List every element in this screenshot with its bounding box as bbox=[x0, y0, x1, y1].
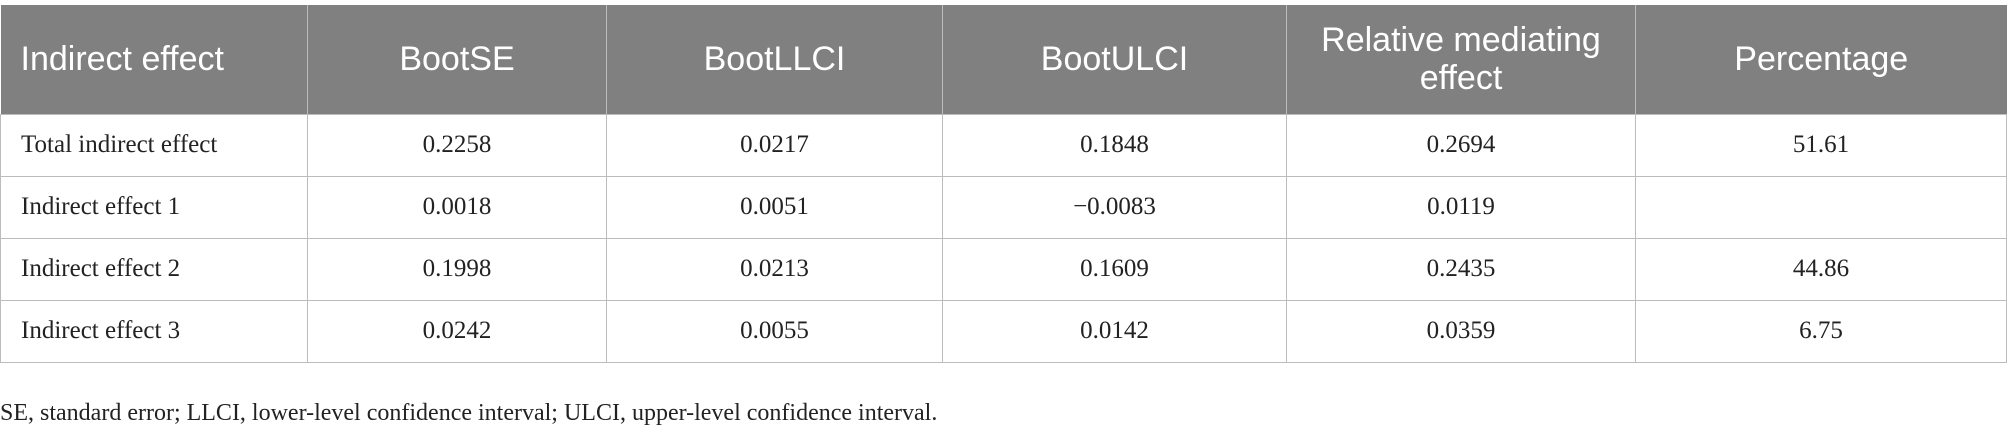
table-cell: 0.0217 bbox=[606, 113, 943, 177]
table-cell: 0.0055 bbox=[606, 299, 943, 363]
row-label: Total indirect effect bbox=[0, 113, 308, 177]
table-row: Total indirect effect 0.2258 0.0217 0.1848 0… bbox=[0, 113, 2007, 177]
row-label: Indirect effect 3 bbox=[0, 299, 308, 363]
row-label: Indirect effect 1 bbox=[0, 175, 308, 239]
table-cell: 0.2258 bbox=[307, 113, 607, 177]
table-cell: 0.0213 bbox=[606, 237, 943, 301]
header-cell: BootLLCI bbox=[606, 5, 943, 114]
table-cell: 0.0359 bbox=[1286, 299, 1636, 363]
header-cell: BootSE bbox=[307, 5, 607, 114]
table-body: Total indirect effect 0.2258 0.0217 0.1848 0… bbox=[0, 113, 2007, 363]
table-row: Indirect effect 2 0.1998 0.0213 0.1609 0.243… bbox=[0, 237, 2007, 301]
data-table: Indirect effect BootSE BootLLCI BootULCI Rel… bbox=[0, 5, 2007, 363]
table-cell: 0.2694 bbox=[1286, 113, 1636, 177]
table-cell: 0.1609 bbox=[942, 237, 1287, 301]
table-cell: 0.0142 bbox=[942, 299, 1287, 363]
header-cell: Percentage bbox=[1635, 5, 2007, 114]
row-label: Indirect effect 2 bbox=[0, 237, 308, 301]
header-cell: BootULCI bbox=[942, 5, 1287, 114]
header-row: Indirect effect BootSE BootLLCI BootULCI Rel… bbox=[0, 5, 2007, 114]
table-cell: 0.2435 bbox=[1286, 237, 1636, 301]
table-cell: 51.61 bbox=[1635, 113, 2007, 177]
table-cell: 0.0242 bbox=[307, 299, 607, 363]
table-cell: 0.0051 bbox=[606, 175, 943, 239]
table-cell: 0.1998 bbox=[307, 237, 607, 301]
footnote: SE, standard error; LLCI, lower-level co… bbox=[0, 400, 938, 426]
header-cell: Indirect effect bbox=[0, 5, 308, 114]
table-cell: 0.1848 bbox=[942, 113, 1287, 177]
table-cell: 0.0018 bbox=[307, 175, 607, 239]
table-cell: −0.0083 bbox=[942, 175, 1287, 239]
table-row: Indirect effect 1 0.0018 0.0051 −0.0083 0.01… bbox=[0, 175, 2007, 239]
table-cell: 0.0119 bbox=[1286, 175, 1636, 239]
table-cell: 6.75 bbox=[1635, 299, 2007, 363]
empty-cell bbox=[1635, 175, 2007, 239]
table-row: Indirect effect 3 0.0242 0.0055 0.0142 0.035… bbox=[0, 299, 2007, 363]
header-cell: Relative mediating effect bbox=[1286, 5, 1636, 114]
table-cell: 44.86 bbox=[1635, 237, 2007, 301]
